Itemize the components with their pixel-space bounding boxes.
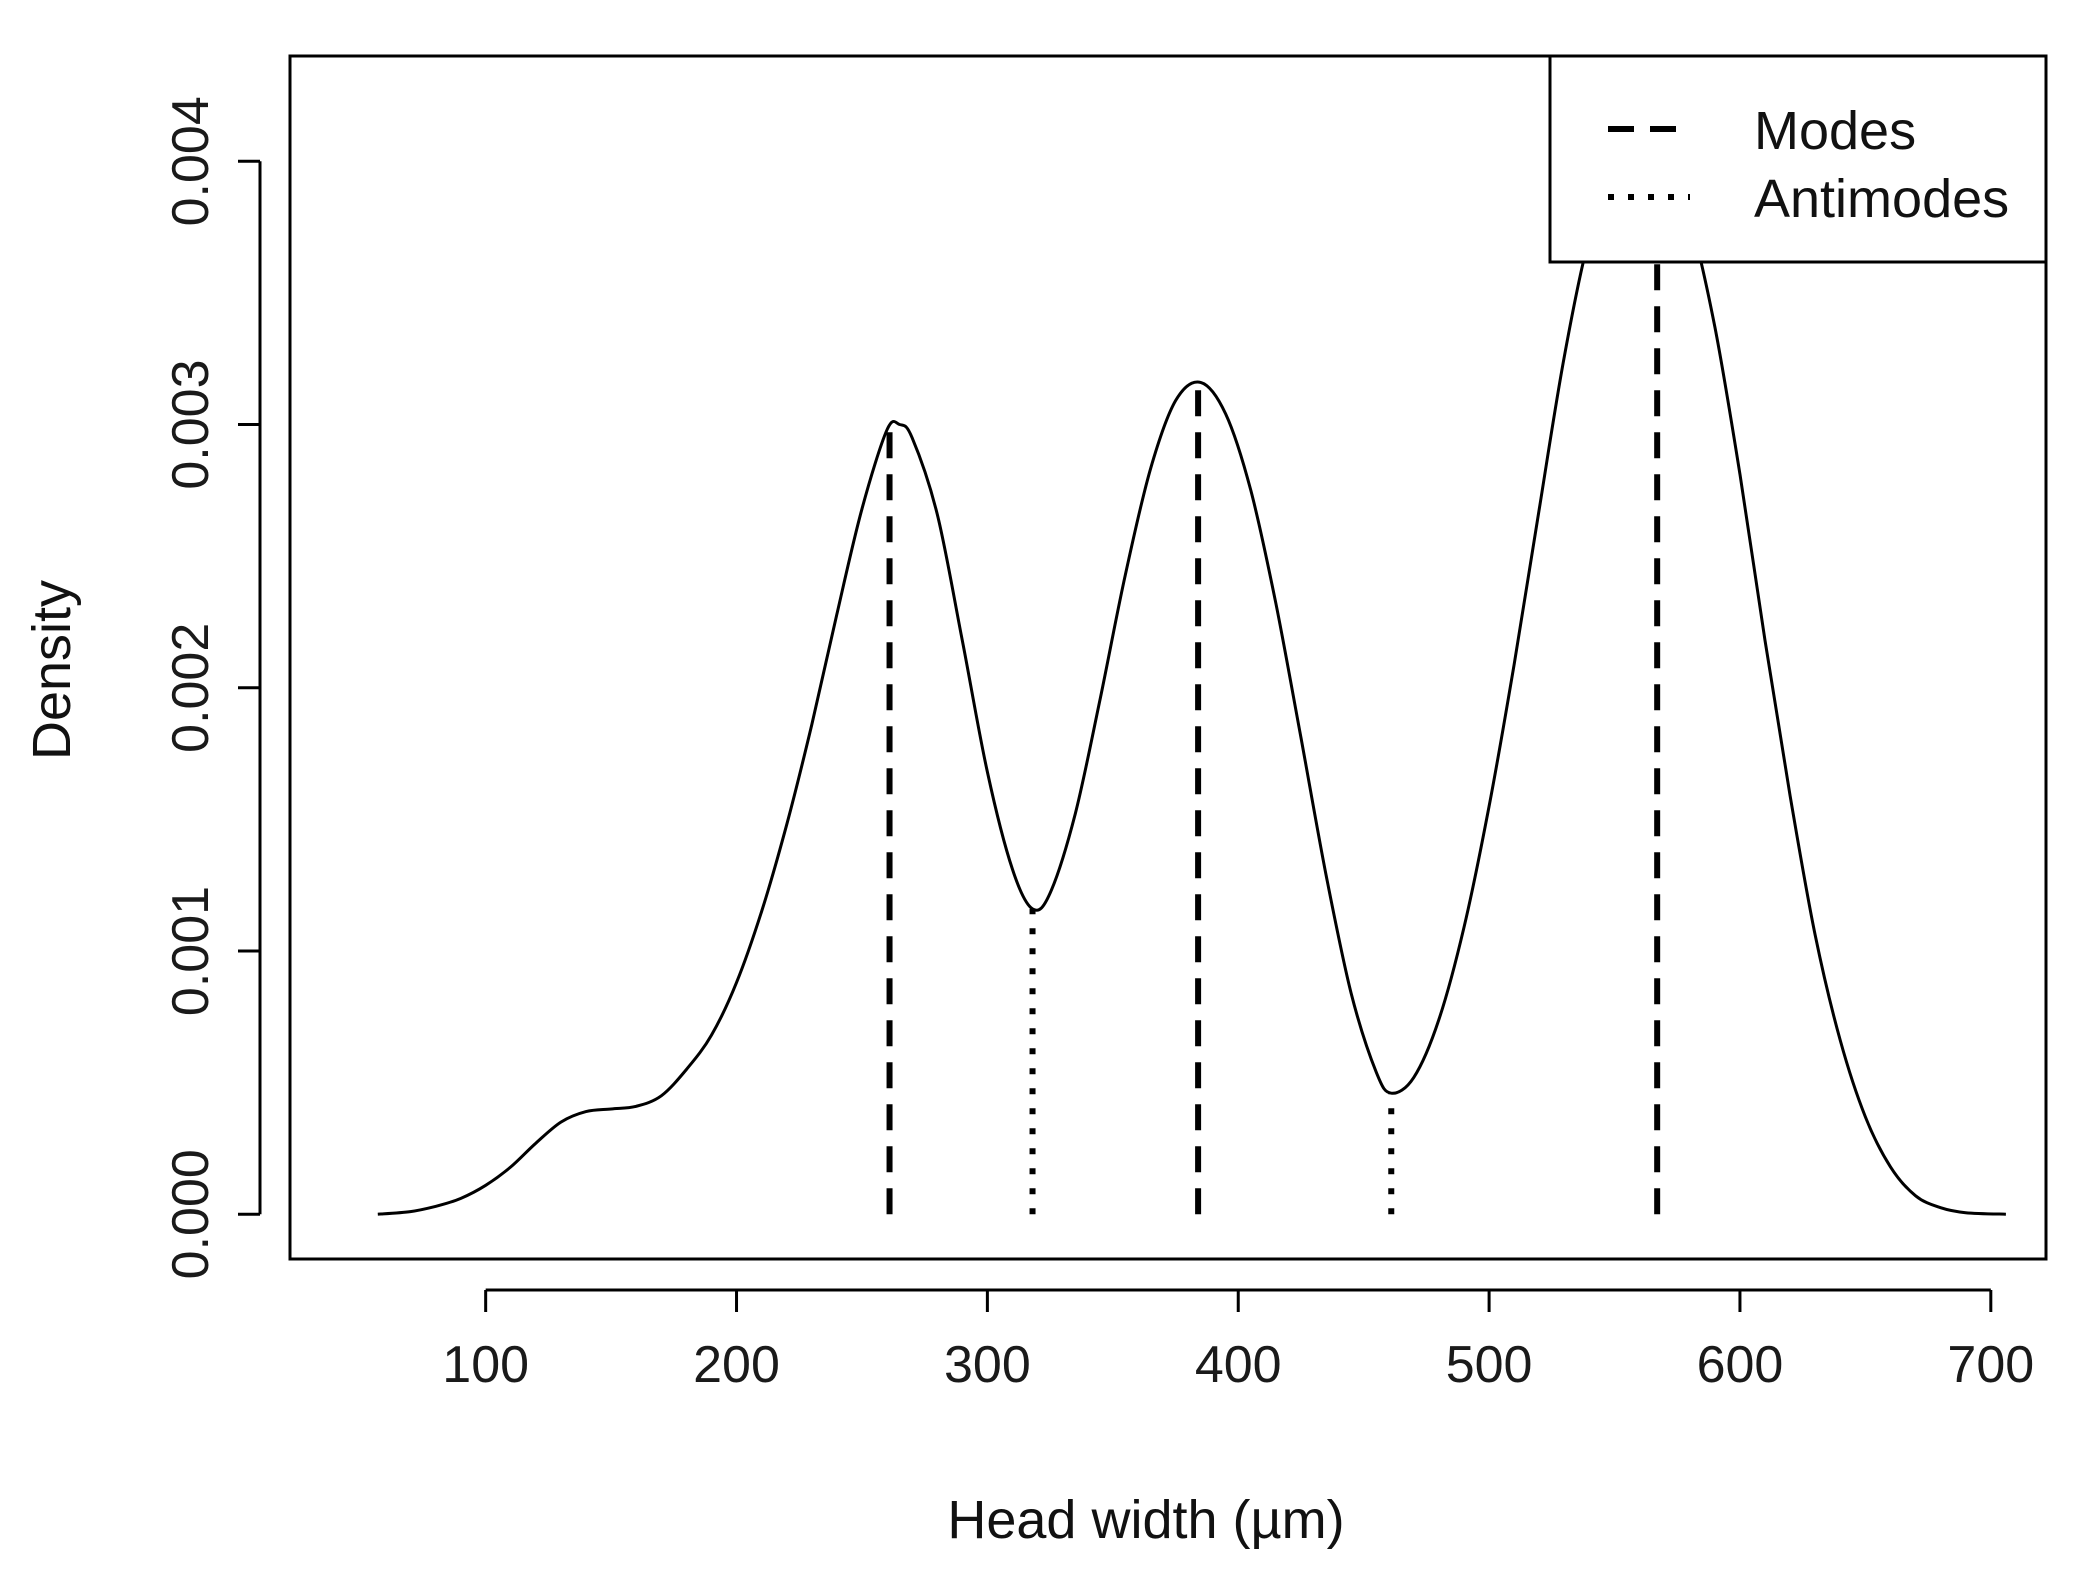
- x-tick-label: 300: [944, 1336, 1031, 1394]
- plot-area: [377, 159, 2006, 1216]
- y-tick-label: 0.004: [162, 96, 220, 226]
- density-curve: [377, 159, 2006, 1216]
- x-axis: 100 200 300 400 500 600 700: [442, 1288, 2034, 1394]
- y-tick-label: 0.001: [162, 886, 220, 1016]
- x-tick-label: 500: [1446, 1336, 1533, 1394]
- x-tick-label: 700: [1947, 1336, 2034, 1394]
- x-tick-label: 200: [693, 1336, 780, 1394]
- legend-antimodes-label: Antimodes: [1754, 169, 2009, 229]
- y-axis: 0.000 0.001 0.002 0.003 0.004: [162, 96, 262, 1279]
- legend: Modes Antimodes: [1548, 54, 2048, 264]
- legend-modes-label: Modes: [1754, 101, 1916, 161]
- x-tick-label: 600: [1697, 1336, 1784, 1394]
- x-tick-label: 100: [442, 1336, 529, 1394]
- legend-box: [1548, 54, 2048, 264]
- x-tick-label: 400: [1195, 1336, 1282, 1394]
- y-tick-label: 0.000: [162, 1149, 220, 1279]
- y-tick-label: 0.003: [162, 359, 220, 489]
- y-axis-title: Density: [22, 580, 82, 760]
- plot-frame: [288, 54, 2048, 1261]
- y-tick-label: 0.002: [162, 623, 220, 753]
- x-axis-title: Head width (µm): [947, 1490, 1344, 1550]
